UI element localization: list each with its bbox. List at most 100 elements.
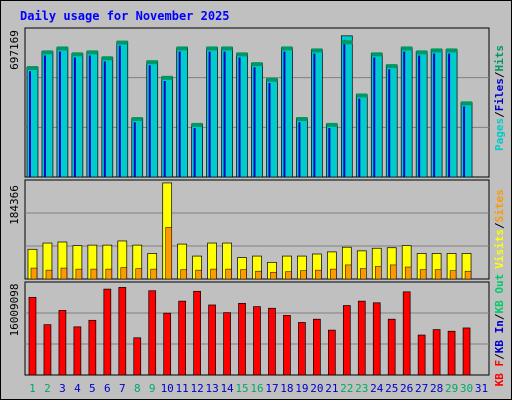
bar-sites bbox=[120, 267, 128, 280]
legend-kb: KB F/KB In/KB Out bbox=[493, 274, 506, 387]
bar-pages bbox=[26, 66, 39, 178]
bar-files bbox=[418, 55, 421, 177]
bar-files bbox=[133, 122, 136, 177]
bar-kb-f bbox=[313, 318, 321, 376]
bar-pages bbox=[221, 47, 233, 178]
bar-files bbox=[328, 128, 331, 177]
bar-kb-f bbox=[28, 296, 37, 376]
bar-files bbox=[238, 57, 241, 177]
x-tick-label: 3 bbox=[59, 382, 66, 395]
legend-kb-part: KB Out bbox=[493, 274, 506, 314]
legend-pages-files-hits: Pages/Files/Hits bbox=[493, 45, 506, 151]
bar-sites bbox=[225, 268, 232, 280]
x-tick-label: 18 bbox=[280, 382, 293, 395]
bar-pages bbox=[326, 123, 338, 178]
bar-kb-f bbox=[133, 337, 142, 376]
bar-kb-f bbox=[103, 288, 112, 376]
bar-sites bbox=[45, 269, 53, 280]
bar-kb-f bbox=[268, 307, 276, 376]
bar-pages bbox=[41, 51, 54, 178]
bar-hits bbox=[281, 46, 293, 51]
bar-files bbox=[268, 82, 271, 177]
bar-kb-f bbox=[148, 290, 157, 376]
bar-hits bbox=[341, 40, 353, 45]
x-tick-label: 13 bbox=[205, 382, 218, 395]
bar-pages bbox=[116, 41, 129, 178]
bar-pages bbox=[191, 123, 203, 178]
bar-pages bbox=[71, 53, 84, 178]
chart-title: Daily usage for November 2025 bbox=[20, 9, 230, 23]
bar-hits bbox=[176, 46, 188, 51]
bar-pages bbox=[146, 60, 159, 178]
bar-pages bbox=[86, 51, 99, 178]
x-tick-label: 24 bbox=[370, 382, 384, 395]
bar-hits bbox=[446, 48, 458, 53]
x-tick-label: 5 bbox=[89, 382, 96, 395]
x-tick-label: 12 bbox=[191, 382, 204, 395]
bar-pages bbox=[236, 53, 248, 178]
bar-hits bbox=[41, 50, 53, 55]
bar-sites bbox=[135, 268, 142, 280]
x-tick-label: 17 bbox=[265, 382, 278, 395]
bar-hits bbox=[431, 48, 443, 53]
bar-hits bbox=[371, 52, 383, 57]
bar-pages bbox=[176, 47, 188, 178]
bar-pages bbox=[206, 47, 218, 178]
x-tick-label: 7 bbox=[119, 382, 126, 395]
bar-kb-f bbox=[283, 315, 291, 376]
bar-files bbox=[103, 61, 106, 177]
bar-sites bbox=[300, 270, 307, 280]
bar-files bbox=[178, 51, 181, 177]
bar-files bbox=[388, 69, 391, 177]
bar-files bbox=[253, 67, 256, 177]
x-tick-label: 28 bbox=[430, 382, 443, 395]
bar-sites bbox=[90, 268, 98, 280]
bar-files bbox=[448, 53, 451, 177]
x-tick-label: 4 bbox=[74, 382, 81, 395]
bar-kb-f bbox=[432, 329, 441, 376]
bar-kb-f bbox=[417, 334, 426, 376]
x-tick-label: 2 bbox=[44, 382, 51, 395]
x-tick-label: 6 bbox=[104, 382, 111, 395]
bar-kb-f bbox=[118, 287, 127, 376]
bar-files bbox=[29, 71, 31, 177]
bar-hits bbox=[116, 40, 128, 45]
bar-sites bbox=[240, 269, 247, 280]
x-tick-label: 19 bbox=[295, 382, 308, 395]
bar-kb-f bbox=[298, 322, 306, 376]
bar-sites bbox=[375, 266, 382, 280]
bar-files bbox=[73, 57, 76, 177]
bar-kb-f bbox=[193, 290, 201, 376]
legend-pages-files-hits-part: / bbox=[493, 111, 506, 118]
bar-sites bbox=[389, 264, 397, 280]
legend-pages-files-hits-part: Pages bbox=[493, 118, 506, 151]
x-tick-label: 16 bbox=[250, 382, 263, 395]
bar-sites bbox=[404, 266, 412, 280]
bar-pages bbox=[101, 57, 114, 178]
bar-pages bbox=[430, 49, 443, 178]
bar-pages bbox=[400, 47, 413, 178]
x-tick-label: 10 bbox=[161, 382, 174, 395]
bar-sites bbox=[449, 270, 457, 280]
bar-files bbox=[118, 45, 121, 178]
bar-sites bbox=[180, 269, 187, 280]
bar-sites bbox=[330, 268, 337, 280]
bar-sites bbox=[345, 264, 352, 280]
bar-hits bbox=[206, 46, 218, 51]
bar-sites bbox=[150, 268, 157, 280]
bar-sites bbox=[210, 268, 217, 280]
legend-kb-part: / bbox=[493, 353, 506, 360]
x-tick-label: 25 bbox=[385, 382, 398, 395]
bar-kb-f bbox=[372, 302, 381, 376]
bar-files bbox=[463, 106, 466, 177]
bar-files bbox=[283, 51, 286, 177]
x-tick-label: 14 bbox=[220, 382, 234, 395]
bar-pages bbox=[251, 62, 263, 178]
x-tick-label: 27 bbox=[415, 382, 428, 395]
bar-kb-f bbox=[163, 312, 172, 376]
bar-pages bbox=[355, 94, 368, 178]
bar-sites bbox=[255, 270, 262, 280]
bar-sites bbox=[419, 269, 427, 280]
